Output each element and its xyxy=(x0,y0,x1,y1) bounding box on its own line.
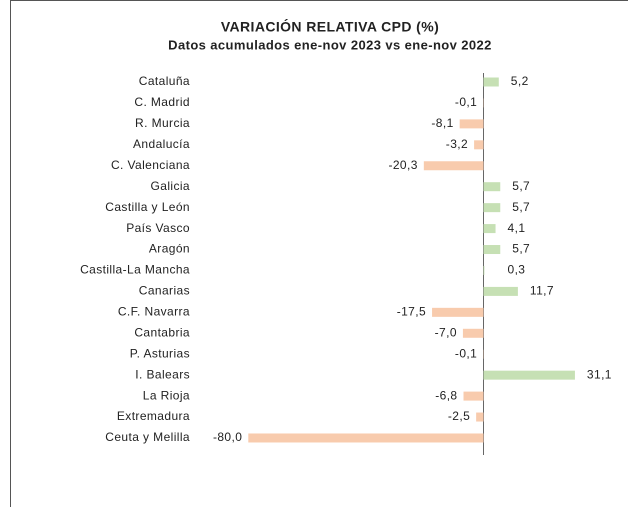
bar xyxy=(483,286,518,296)
bar xyxy=(459,119,484,129)
value-label: -80,0 xyxy=(213,430,242,444)
value-label: 4,1 xyxy=(508,221,526,235)
category-label: Canarias xyxy=(139,284,190,298)
category-label: C.F. Navarra xyxy=(118,305,190,319)
category-label: Ceuta y Melilla xyxy=(105,430,190,444)
value-label: -3,2 xyxy=(446,137,468,151)
bar xyxy=(248,433,484,443)
category-label: Extremadura xyxy=(117,409,190,423)
category-label: P. Asturias xyxy=(130,346,190,360)
bar xyxy=(483,77,499,87)
value-label: -0,1 xyxy=(455,346,477,360)
value-label: 5,7 xyxy=(512,242,530,256)
category-label: País Vasco xyxy=(126,221,190,235)
bar xyxy=(483,265,485,275)
value-label: 0,3 xyxy=(508,263,526,277)
category-label: C. Valenciana xyxy=(111,158,190,172)
category-label: Castilla y León xyxy=(105,200,190,214)
category-label: C. Madrid xyxy=(134,95,190,109)
value-label: -2,5 xyxy=(448,409,470,423)
value-label: 11,7 xyxy=(530,284,554,298)
chart-subtitle: Datos acumulados ene-nov 2023 vs ene-nov… xyxy=(168,37,492,52)
bar xyxy=(483,182,501,192)
value-label: -8,1 xyxy=(431,116,453,130)
value-label: -6,8 xyxy=(435,388,457,402)
category-label: Cataluña xyxy=(139,74,190,88)
bar xyxy=(462,328,484,338)
category-label: R. Murcia xyxy=(135,116,190,130)
bar xyxy=(483,203,501,213)
category-label: Cantabria xyxy=(134,325,190,339)
bar xyxy=(463,391,484,401)
value-label: -7,0 xyxy=(435,325,457,339)
bar xyxy=(483,370,575,380)
category-label: Aragón xyxy=(149,242,190,256)
category-label: La Rioja xyxy=(143,388,190,402)
bar xyxy=(483,245,501,255)
bar xyxy=(476,412,484,422)
category-label: Andalucía xyxy=(133,137,190,151)
bar xyxy=(423,161,484,171)
category-label: I. Balears xyxy=(135,367,190,381)
chart-title: VARIACIÓN RELATIVA CPD (%) xyxy=(221,18,439,35)
value-label: -17,5 xyxy=(397,305,426,319)
bar xyxy=(474,140,484,150)
category-label: Galicia xyxy=(151,179,190,193)
value-label: 5,7 xyxy=(512,200,530,214)
value-label: 5,7 xyxy=(512,179,530,193)
value-label: 31,1 xyxy=(587,367,612,381)
bar xyxy=(432,307,484,317)
value-label: -0,1 xyxy=(455,95,477,109)
bar xyxy=(483,224,496,234)
value-label: 5,2 xyxy=(511,74,529,88)
value-label: -20,3 xyxy=(388,158,417,172)
category-label: Castilla-La Mancha xyxy=(80,263,190,277)
